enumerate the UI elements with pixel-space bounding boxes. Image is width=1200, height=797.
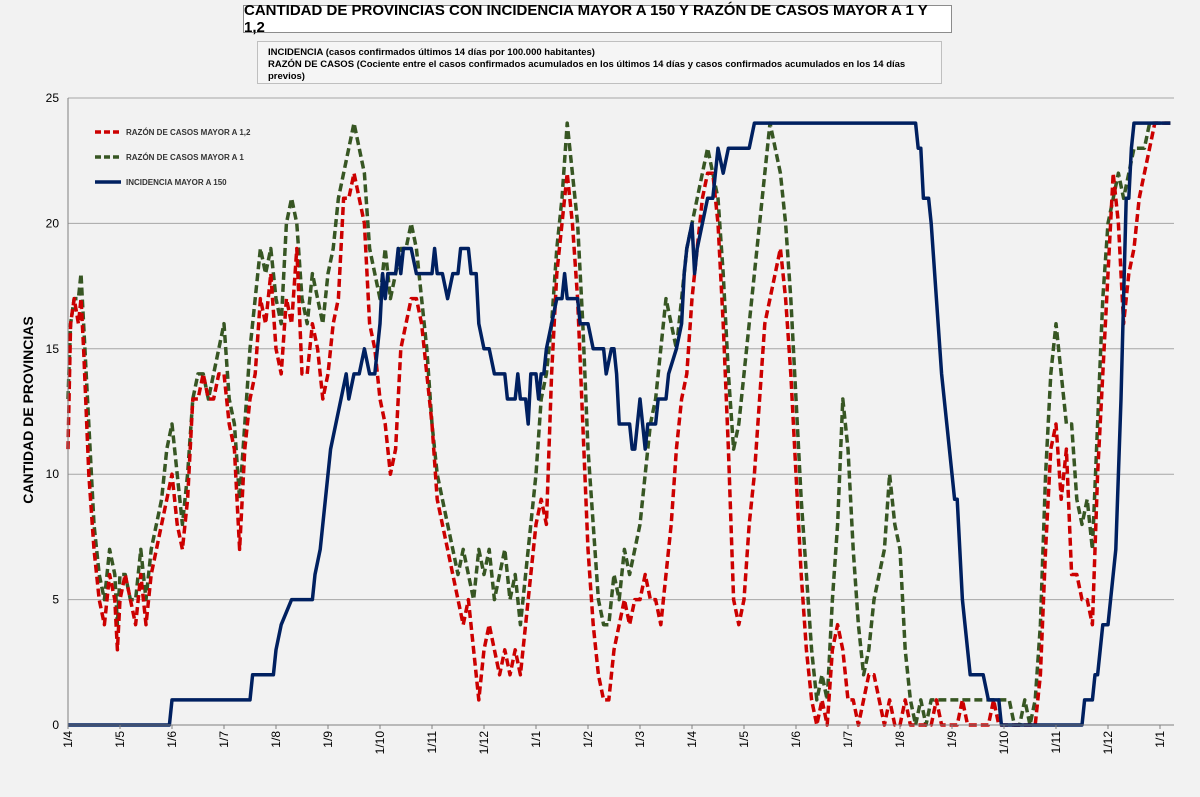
x-tick-label: 1/10 bbox=[373, 731, 387, 755]
x-tick-label: 1/8 bbox=[269, 731, 283, 748]
legend-label-razon-1: RAZÓN DE CASOS MAYOR A 1 bbox=[126, 152, 244, 162]
legend-item-incidencia: INCIDENCIA MAYOR A 150 bbox=[94, 175, 227, 189]
x-tick-label: 1/5 bbox=[737, 731, 751, 748]
y-tick-label: 10 bbox=[46, 467, 60, 481]
x-tick-label: 1/5 bbox=[113, 731, 127, 748]
x-tick-label: 1/11 bbox=[1049, 731, 1063, 754]
axes: 0 5 10 15 20 25 1/4 1/5 1/6 1/7 1/8 1/9 1/10 1/11 1/12… bbox=[46, 91, 1174, 754]
x-tick-label: 1/12 bbox=[477, 731, 491, 755]
x-tick-label: 1/4 bbox=[61, 731, 75, 748]
x-tick-label: 1/9 bbox=[945, 731, 959, 748]
x-tick-label: 1/6 bbox=[165, 731, 179, 748]
x-tick-label: 1/10 bbox=[997, 731, 1011, 755]
x-tick-label: 1/4 bbox=[685, 731, 699, 748]
x-tick-label: 1/7 bbox=[217, 731, 231, 748]
x-tick-label: 1/7 bbox=[841, 731, 855, 748]
series-lines bbox=[66, 121, 1171, 727]
definitions-note: INCIDENCIA (casos confirmados últimos 14… bbox=[257, 41, 942, 84]
x-tick-label: 1/2 bbox=[581, 731, 595, 748]
x-tick-label: 1/1 bbox=[1153, 731, 1167, 748]
y-tick-label: 5 bbox=[52, 593, 59, 607]
x-tick-label: 1/12 bbox=[1101, 731, 1115, 755]
chart-title: CANTIDAD DE PROVINCIAS CON INCIDENCIA MA… bbox=[243, 2, 952, 36]
legend-label-razon-12: RAZÓN DE CASOS MAYOR A 1,2 bbox=[126, 127, 251, 137]
x-tick-label: 1/3 bbox=[633, 731, 647, 748]
legend: RAZÓN DE CASOS MAYOR A 1,2 RAZÓN DE CASO… bbox=[86, 118, 260, 196]
y-tick-label: 20 bbox=[46, 216, 60, 230]
y-tick-label: 15 bbox=[46, 342, 60, 356]
y-tick-label: 0 bbox=[52, 718, 59, 732]
x-tick-label: 1/6 bbox=[789, 731, 803, 748]
series-line-2 bbox=[68, 121, 1171, 727]
x-tick-label: 1/1 bbox=[529, 731, 543, 748]
legend-label-incidencia: INCIDENCIA MAYOR A 150 bbox=[126, 177, 227, 187]
legend-item-razon-12: RAZÓN DE CASOS MAYOR A 1,2 bbox=[94, 125, 250, 139]
legend-item-razon-1: RAZÓN DE CASOS MAYOR A 1 bbox=[94, 150, 244, 164]
y-axis-label: CANTIDAD DE PROVINCIAS bbox=[20, 316, 36, 503]
x-tick-label: 1/8 bbox=[893, 731, 907, 748]
x-tick-label: 1/9 bbox=[321, 731, 335, 748]
x-tick-label: 1/11 bbox=[425, 731, 439, 754]
note-incidencia: INCIDENCIA (casos confirmados últimos 14… bbox=[268, 47, 595, 58]
y-tick-label: 25 bbox=[46, 91, 60, 105]
note-razon: RAZÓN DE CASOS (Cociente entre el casos … bbox=[268, 59, 906, 82]
